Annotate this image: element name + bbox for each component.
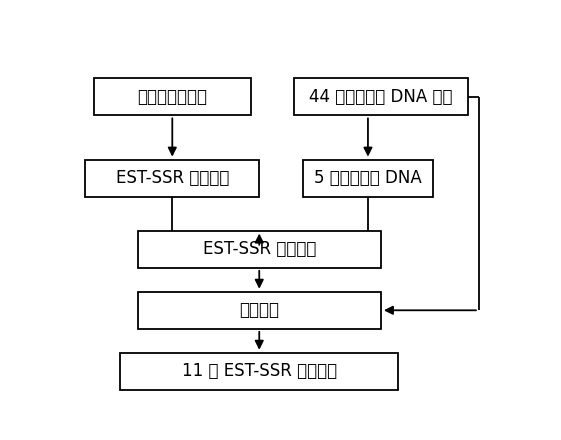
Text: EST-SSR 标记开发: EST-SSR 标记开发: [116, 169, 229, 187]
Text: EST-SSR 引物筛选: EST-SSR 引物筛选: [203, 240, 316, 258]
Text: 5 个红麻品种 DNA: 5 个红麻品种 DNA: [314, 169, 422, 187]
Text: 品种鉴定: 品种鉴定: [239, 301, 279, 319]
Bar: [85, 160, 259, 197]
Text: 44 个红麻品种 DNA 提取: 44 个红麻品种 DNA 提取: [309, 88, 453, 106]
Bar: [94, 78, 251, 115]
Bar: [120, 352, 398, 390]
Bar: [137, 231, 381, 268]
Bar: [303, 160, 433, 197]
Text: 红麻转录组测序: 红麻转录组测序: [137, 88, 208, 106]
Text: 11 个 EST-SSR 标记获得: 11 个 EST-SSR 标记获得: [182, 362, 337, 380]
Bar: [137, 292, 381, 329]
Bar: [294, 78, 468, 115]
